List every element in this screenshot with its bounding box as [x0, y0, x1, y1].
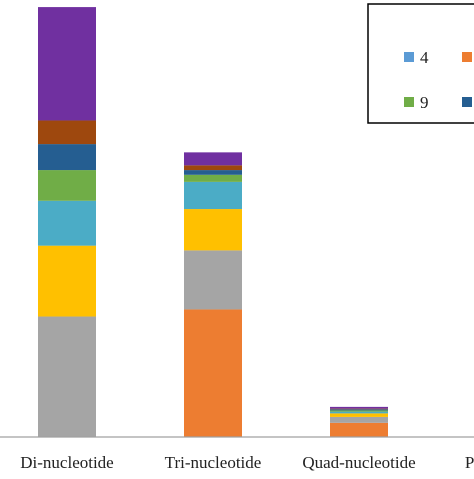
bar-segment-quad-nucleotide-s4 [330, 411, 388, 414]
bar-segment-tri-nucleotide-s8 [184, 152, 242, 166]
bar-segment-quad-nucleotide-s7 [330, 408, 388, 410]
x-tick-labels: Di-nucleotide Tri-nucleotide Quad-nucleoti… [20, 453, 474, 472]
bar-segment-quad-nucleotide-s0 [330, 422, 388, 437]
bar-segment-quad-nucleotide-s6 [330, 409, 388, 411]
bar-segment-quad-nucleotide-s1 [330, 416, 388, 423]
x-tick-label: Di-nucleotide [20, 453, 113, 472]
legend-box [367, 3, 474, 124]
legend-swatch [462, 97, 472, 107]
legend-swatch [404, 52, 414, 62]
bar-segment-di-nucleotide-s6 [38, 144, 96, 171]
bar-segment-di-nucleotide-s8 [38, 7, 96, 121]
bar-segment-tri-nucleotide-s0 [184, 309, 242, 437]
bar-segment-tri-nucleotide-s1 [184, 250, 242, 310]
bar-segment-di-nucleotide-s7 [38, 120, 96, 145]
bar-segment-quad-nucleotide-s5 [330, 410, 388, 412]
x-tick-label: Tri-nucleotide [165, 453, 262, 472]
legend: 49 [367, 3, 474, 124]
bar-segment-quad-nucleotide-s2 [330, 413, 388, 417]
bar-segment-di-nucleotide-s1 [38, 316, 96, 437]
bar-segment-di-nucleotide-s4 [38, 200, 96, 246]
legend-swatch [404, 97, 414, 107]
x-tick-label: Pent [465, 453, 474, 472]
legend-label: 4 [420, 48, 429, 67]
bar-segment-tri-nucleotide-s6 [184, 170, 242, 175]
bar-segment-di-nucleotide-s5 [38, 170, 96, 201]
legend-label: 9 [420, 93, 429, 112]
bar-segment-di-nucleotide-s2 [38, 245, 96, 317]
legend-items: 49 [404, 48, 472, 112]
bars-layer [38, 7, 388, 437]
x-tick-label: Quad-nucleotide [302, 453, 415, 472]
legend-swatch [462, 52, 472, 62]
bar-segment-tri-nucleotide-s5 [184, 174, 242, 182]
bar-segment-tri-nucleotide-s7 [184, 165, 242, 171]
bar-segment-tri-nucleotide-s4 [184, 181, 242, 210]
bar-segment-tri-nucleotide-s2 [184, 209, 242, 251]
bar-segment-quad-nucleotide-s8 [330, 406, 388, 409]
